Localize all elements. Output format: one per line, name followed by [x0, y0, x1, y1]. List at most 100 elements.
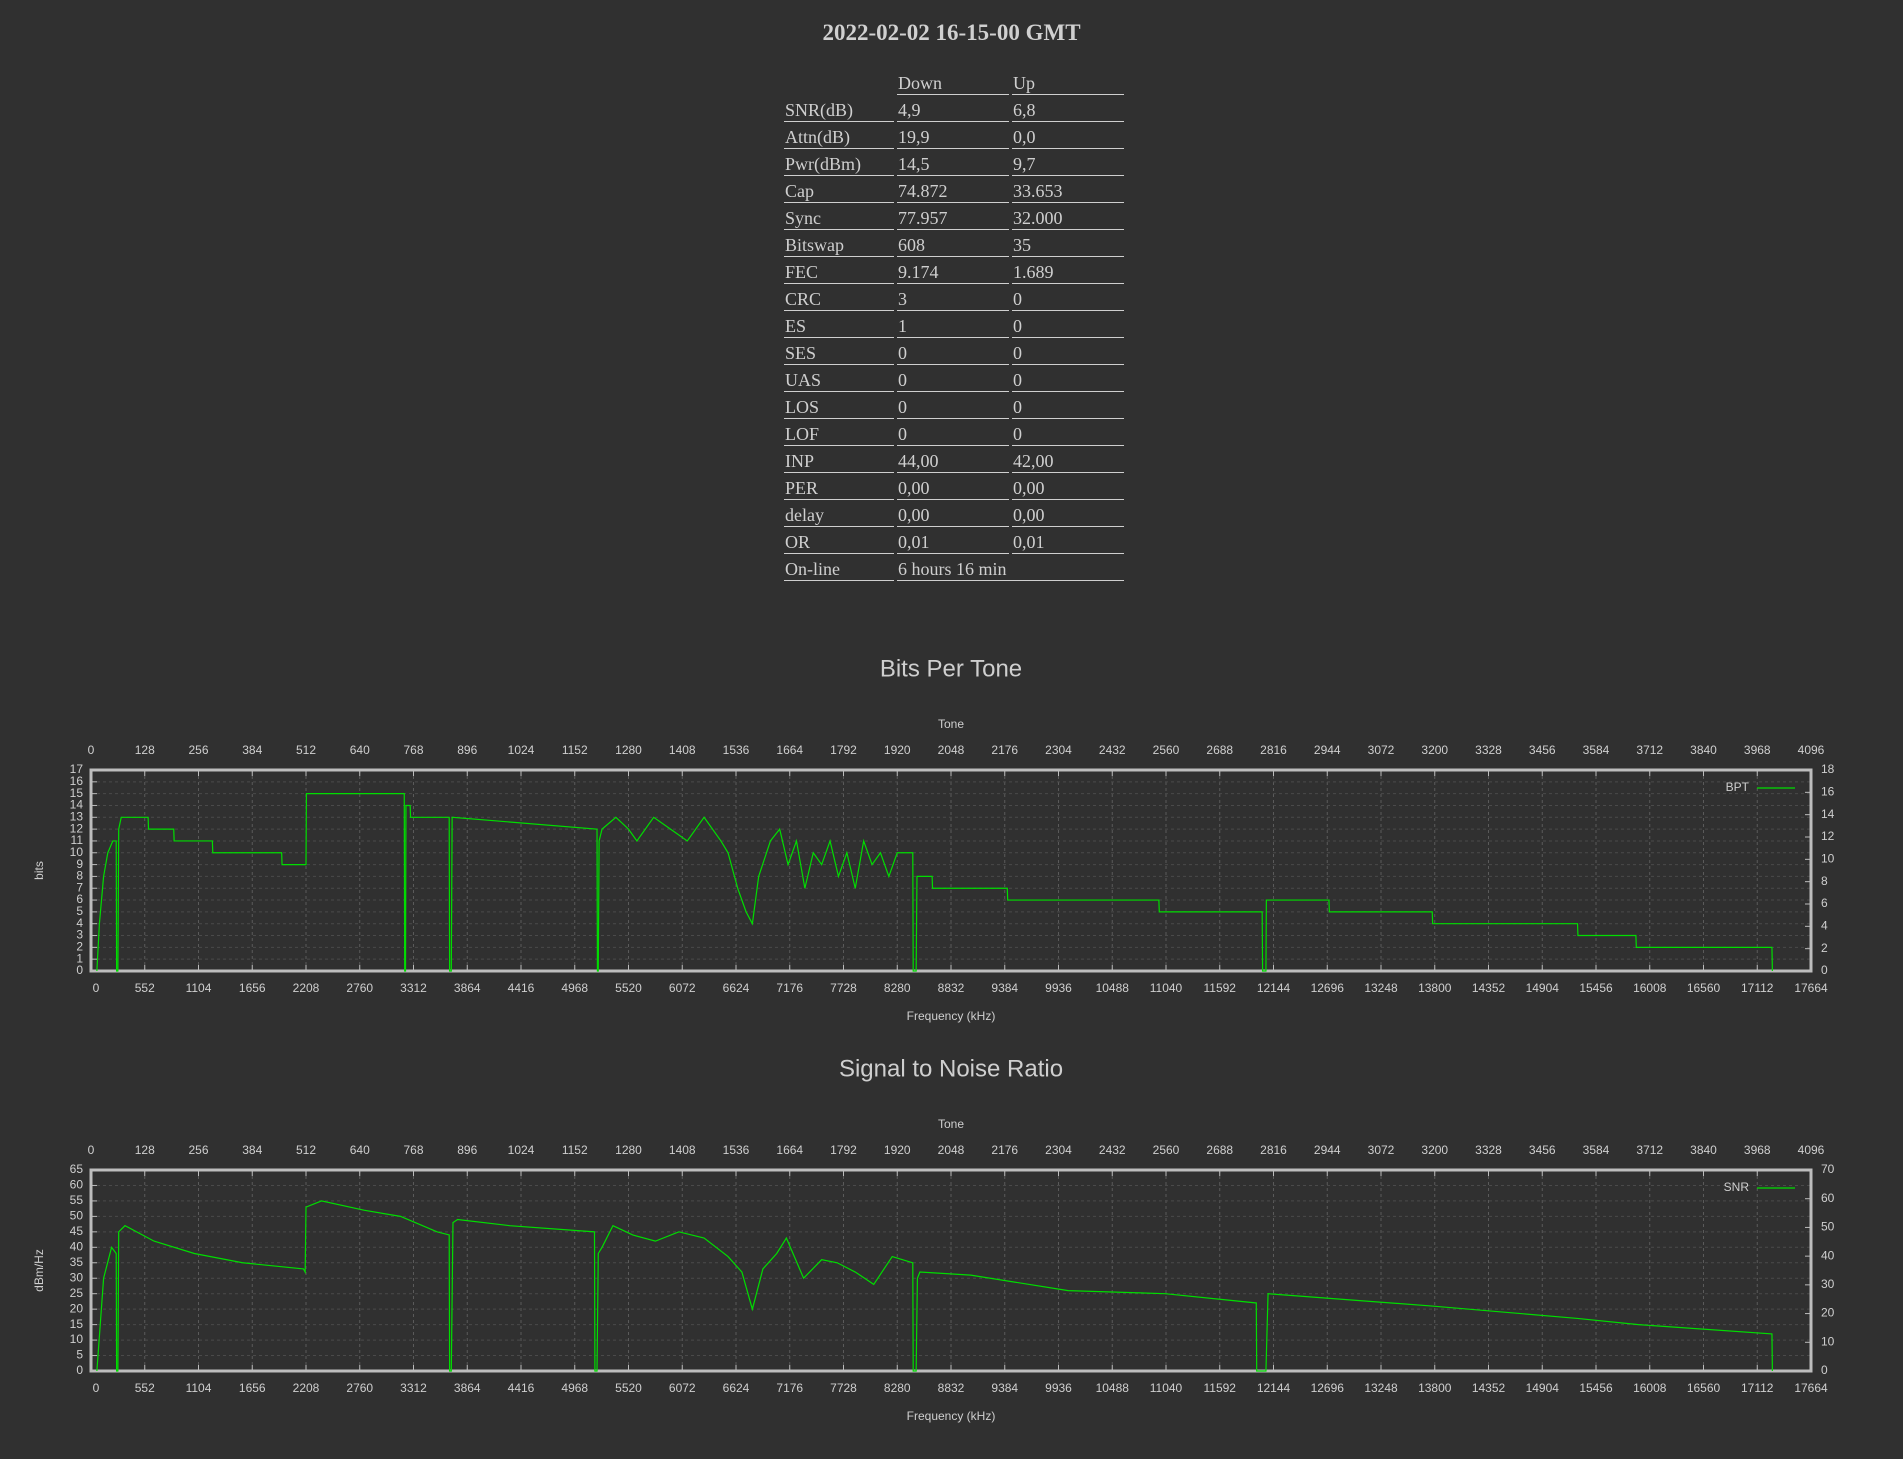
x2-tick-label: 13800	[1418, 981, 1452, 995]
y2-tick-label: 40	[1821, 1248, 1835, 1262]
table-cell: 9,7	[1012, 149, 1124, 176]
table-cell: INP	[784, 446, 894, 473]
page-title: 2022-02-02 16-15-00 GMT	[822, 20, 1081, 45]
x2-tick-label: 11592	[1204, 1381, 1237, 1395]
y2-tick-label: 8	[1821, 874, 1828, 888]
table-cell: 0	[897, 419, 1009, 446]
x-tick-label: 3840	[1690, 743, 1717, 757]
table-cell: ES	[784, 311, 894, 338]
y-tick-label: 7	[76, 880, 83, 894]
table-cell: 0	[897, 338, 1009, 365]
table-cell: 14,5	[897, 149, 1009, 176]
table-cell: 0,00	[1012, 500, 1124, 527]
table-cell: 19,9	[897, 122, 1009, 149]
y-tick-label: 10	[70, 1332, 84, 1346]
x2-tick-label: 5520	[615, 981, 642, 995]
table-cell: 1.689	[1012, 257, 1124, 284]
x2-tick-label: 13248	[1364, 1381, 1398, 1395]
y2-tick-label: 6	[1821, 896, 1828, 910]
x2-tick-label: 11040	[1150, 1381, 1183, 1395]
x2-tick-label: 13800	[1418, 1381, 1452, 1395]
table-cell: Attn(dB)	[784, 122, 894, 149]
x2-tick-label: 6072	[669, 981, 696, 995]
table-cell: SNR(dB)	[784, 95, 894, 122]
table-cell: 44,00	[897, 446, 1009, 473]
y-tick-label: 65	[70, 1162, 84, 1176]
y2-tick-label: 50	[1821, 1220, 1835, 1234]
table-row: PER 0,00 0,00	[784, 473, 1124, 500]
y2-tick-label: 10	[1821, 1334, 1835, 1348]
y-tick-label: 35	[70, 1255, 84, 1269]
x2-tick-label: 10488	[1096, 981, 1130, 995]
stats-table: Down Up SNR(dB) 4,9 6,8 Attn(dB) 19,9 0,0 Pwr(…	[781, 68, 1127, 581]
y-tick-label: 15	[70, 1317, 84, 1331]
x-tick-label: 768	[403, 743, 423, 757]
chart-title: Bits Per Tone	[880, 655, 1022, 682]
x-tick-label: 2560	[1153, 1143, 1180, 1157]
header-cell: Up	[1012, 68, 1124, 95]
x2-tick-label: 6072	[669, 1381, 696, 1395]
x2-tick-label: 16560	[1687, 981, 1721, 995]
x-tick-label: 1280	[615, 1143, 642, 1157]
plot-frame	[89, 768, 1813, 973]
x-tick-label: 3328	[1475, 1143, 1502, 1157]
y2-tick-label: 16	[1821, 785, 1835, 799]
x-tick-label: 1664	[776, 743, 803, 757]
x2-tick-label: 1656	[239, 1381, 266, 1395]
table-row: CRC 3 0	[784, 284, 1124, 311]
x-tick-label: 256	[188, 1143, 208, 1157]
y-tick-label: 8	[76, 869, 83, 883]
x-tick-label: 512	[296, 743, 316, 757]
table-row: LOS 0 0	[784, 392, 1124, 419]
x-tick-label: 1408	[669, 1143, 696, 1157]
y-tick-label: 50	[70, 1209, 84, 1223]
x-tick-label: 1152	[562, 1143, 588, 1157]
y-axis-label: dBm/Hz	[32, 1249, 46, 1292]
x-tick-label: 2816	[1260, 1143, 1287, 1157]
table-cell: 0,00	[897, 500, 1009, 527]
x2-tick-label: 8832	[938, 981, 965, 995]
table-cell: 1	[897, 311, 1009, 338]
data-line	[96, 1200, 1773, 1372]
x-tick-label: 3328	[1475, 743, 1502, 757]
x-tick-label: 512	[296, 1143, 316, 1157]
x2-tick-label: 0	[93, 981, 100, 995]
x2-tick-label: 8280	[884, 981, 911, 995]
table-row: FEC 9.174 1.689	[784, 257, 1124, 284]
y-tick-label: 17	[70, 762, 84, 776]
x2-tick-label: 8832	[938, 1381, 965, 1395]
y-tick-label: 12	[70, 821, 84, 835]
x-tick-label: 2688	[1206, 1143, 1233, 1157]
y2-tick-label: 0	[1821, 1363, 1828, 1377]
x-tick-label: 2176	[991, 743, 1018, 757]
table-cell: 0,01	[1012, 527, 1124, 554]
x-tick-label: 3584	[1583, 1143, 1610, 1157]
table-cell: SES	[784, 338, 894, 365]
table-cell: OR	[784, 527, 894, 554]
table-row: SNR(dB) 4,9 6,8	[784, 95, 1124, 122]
x-tick-label: 2176	[991, 1143, 1018, 1157]
y-tick-label: 0	[76, 1363, 83, 1377]
table-row: ES 1 0	[784, 311, 1124, 338]
x-tick-label: 1536	[723, 1143, 750, 1157]
table-cell: LOS	[784, 392, 894, 419]
x2-tick-label: 15456	[1579, 1381, 1613, 1395]
x2-tick-label: 4416	[508, 981, 535, 995]
table-cell: Cap	[784, 176, 894, 203]
x-tick-label: 1920	[884, 1143, 911, 1157]
table-cell: Sync	[784, 203, 894, 230]
y2-tick-label: 70	[1821, 1162, 1835, 1176]
x2-tick-label: 7728	[830, 1381, 857, 1395]
table-cell: LOF	[784, 419, 894, 446]
table-cell: delay	[784, 500, 894, 527]
x-tick-label: 1408	[669, 743, 696, 757]
table-cell: 42,00	[1012, 446, 1124, 473]
table-cell: 0	[1012, 311, 1124, 338]
table-cell: 32.000	[1012, 203, 1124, 230]
table-cell: Bitswap	[784, 230, 894, 257]
x2-tick-label: 9384	[991, 1381, 1018, 1395]
x-tick-label: 0	[88, 743, 95, 757]
table-cell: UAS	[784, 365, 894, 392]
x2-tick-label: 552	[135, 1381, 155, 1395]
